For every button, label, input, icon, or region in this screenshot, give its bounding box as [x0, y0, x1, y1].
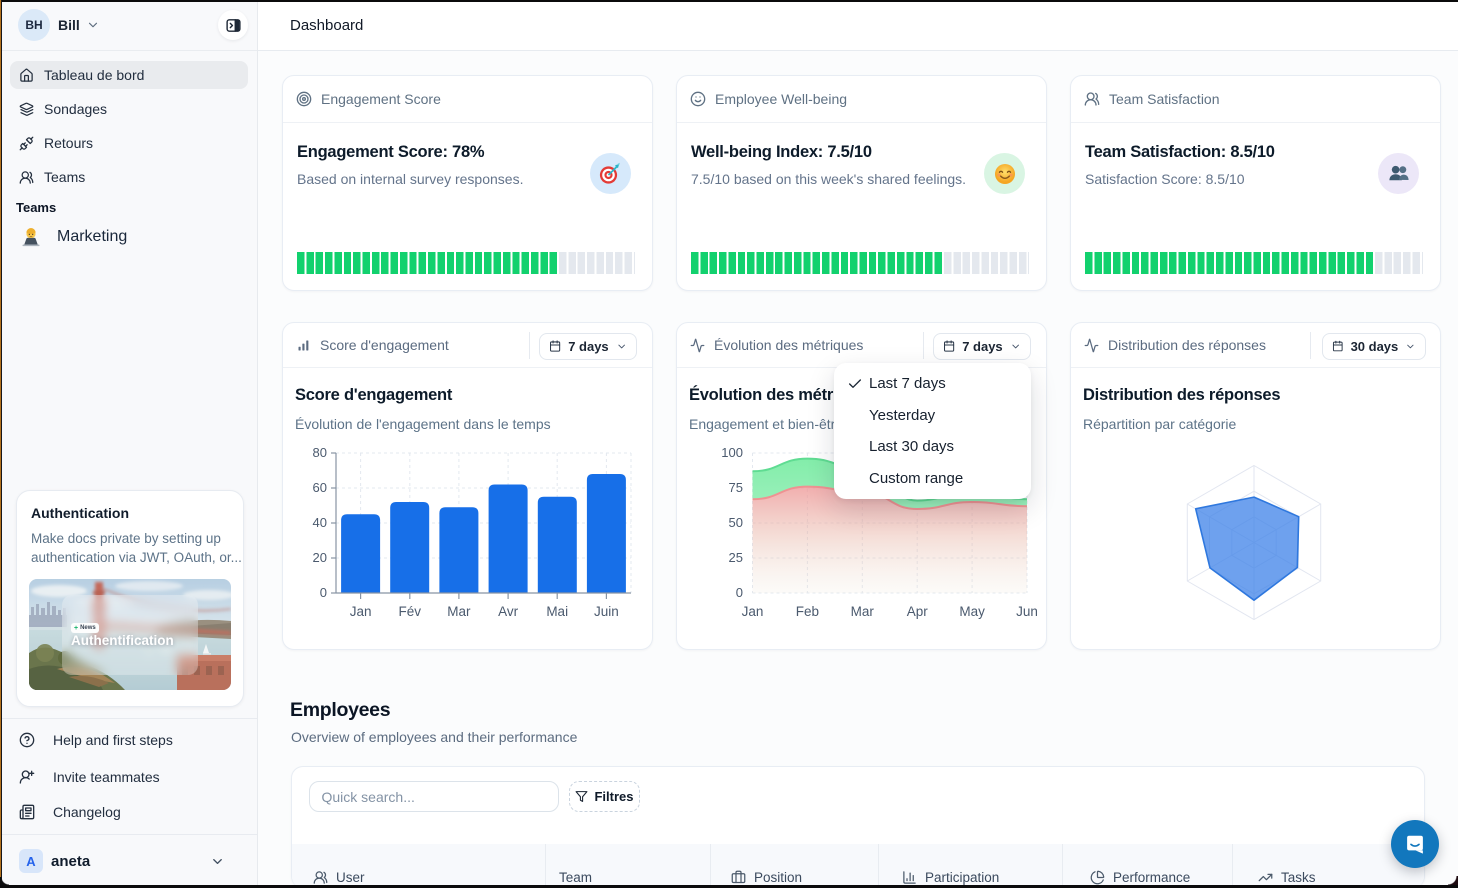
- svg-text:Avr: Avr: [498, 604, 519, 619]
- svg-text:60: 60: [313, 480, 327, 495]
- svg-text:Fév: Fév: [399, 604, 422, 619]
- svg-text:Feb: Feb: [796, 604, 819, 619]
- svg-text:80: 80: [313, 445, 327, 460]
- svg-text:75: 75: [729, 480, 743, 495]
- svg-text:40: 40: [313, 515, 327, 530]
- svg-text:20: 20: [313, 550, 327, 565]
- svg-text:May: May: [959, 604, 985, 619]
- svg-text:0: 0: [736, 585, 743, 600]
- svg-text:Apr: Apr: [907, 604, 929, 619]
- svg-text:Jan: Jan: [350, 604, 372, 619]
- svg-text:50: 50: [729, 515, 743, 530]
- svg-text:100: 100: [721, 445, 743, 460]
- svg-text:Mar: Mar: [447, 604, 471, 619]
- svg-text:Mar: Mar: [851, 604, 875, 619]
- svg-text:Juin: Juin: [594, 604, 619, 619]
- svg-text:Jan: Jan: [742, 604, 764, 619]
- svg-text:Jun: Jun: [1016, 604, 1038, 619]
- svg-text:0: 0: [320, 585, 327, 600]
- svg-text:Mai: Mai: [546, 604, 568, 619]
- svg-text:25: 25: [729, 550, 743, 565]
